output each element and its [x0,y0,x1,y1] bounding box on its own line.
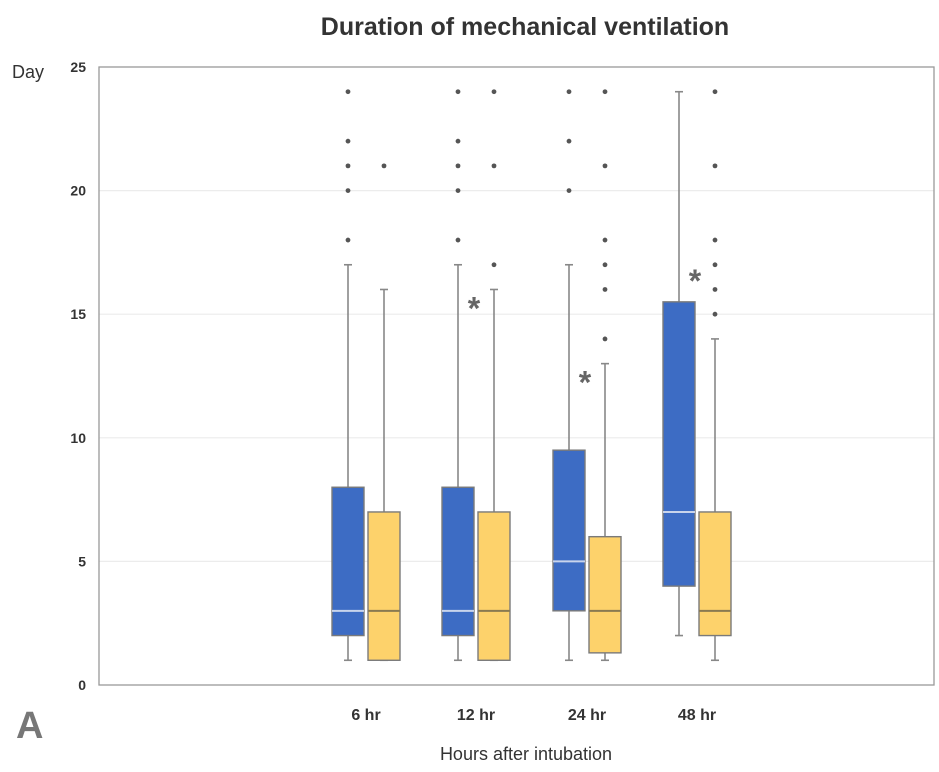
outlier-point [602,336,608,342]
outlier-point [566,89,572,95]
x-axis-ticks: 6 hr 12 hr 24 hr 48 hr [351,707,716,724]
box-iqr [331,486,365,637]
outlier-point [712,89,718,95]
outlier-point [455,188,461,194]
significance-marker: * [689,263,702,299]
box-iqr [662,301,696,587]
outlier-point [345,138,351,144]
outlier-point [491,163,497,169]
x-tick-label: 48 hr [678,707,716,724]
box-iqr [477,511,511,661]
significance-marker: * [579,365,592,401]
y-axis-label: Day [12,62,44,82]
x-axis-label: Hours after intubation [440,744,612,764]
x-tick-label: 24 hr [568,707,606,724]
y-tick-label: 25 [70,59,86,75]
box-group-48-hr: * [662,89,732,662]
plot-frame [98,66,935,686]
box-iqr [552,449,586,612]
box-groups: * * * [331,89,732,662]
outlier-point [566,138,572,144]
outlier-point [712,163,718,169]
y-tick-label: 10 [70,430,86,446]
outlier-point [381,163,387,169]
x-tick-label: 12 hr [457,707,495,724]
box-iqr [441,486,475,637]
outlier-point [345,237,351,243]
outlier-point [455,237,461,243]
outlier-point [345,89,351,95]
outlier-point [491,262,497,268]
chart-title: Duration of mechanical ventilation [321,13,729,41]
y-tick-label: 15 [70,306,86,322]
outlier-point [345,163,351,169]
panel-label: A [16,705,43,747]
significance-marker: * [468,290,481,326]
y-tick-label: 0 [78,677,86,693]
outlier-point [491,89,497,95]
box-iqr [367,511,401,661]
x-tick-label: 6 hr [351,707,380,724]
outlier-point [602,262,608,268]
box-group-12-hr: * [441,89,511,662]
outlier-point [602,237,608,243]
outlier-point [345,188,351,194]
outlier-point [712,262,718,268]
outlier-point [455,138,461,144]
box-group-6-hr [331,89,401,662]
outlier-point [566,188,572,194]
y-axis-ticks: 0 5 10 15 20 25 [70,59,86,693]
box-iqr [588,535,622,654]
outlier-point [602,287,608,292]
outlier-point [602,163,608,169]
box-iqr [698,511,732,637]
outlier-point [602,89,608,95]
outlier-point [712,287,718,292]
outlier-point [712,237,718,243]
outlier-point [455,163,461,169]
y-tick-label: 20 [70,183,86,199]
grid-lines [99,190,934,563]
outlier-point [712,311,718,317]
y-tick-label: 5 [78,553,86,569]
box-group-24-hr: * [552,89,622,662]
outlier-point [455,89,461,95]
